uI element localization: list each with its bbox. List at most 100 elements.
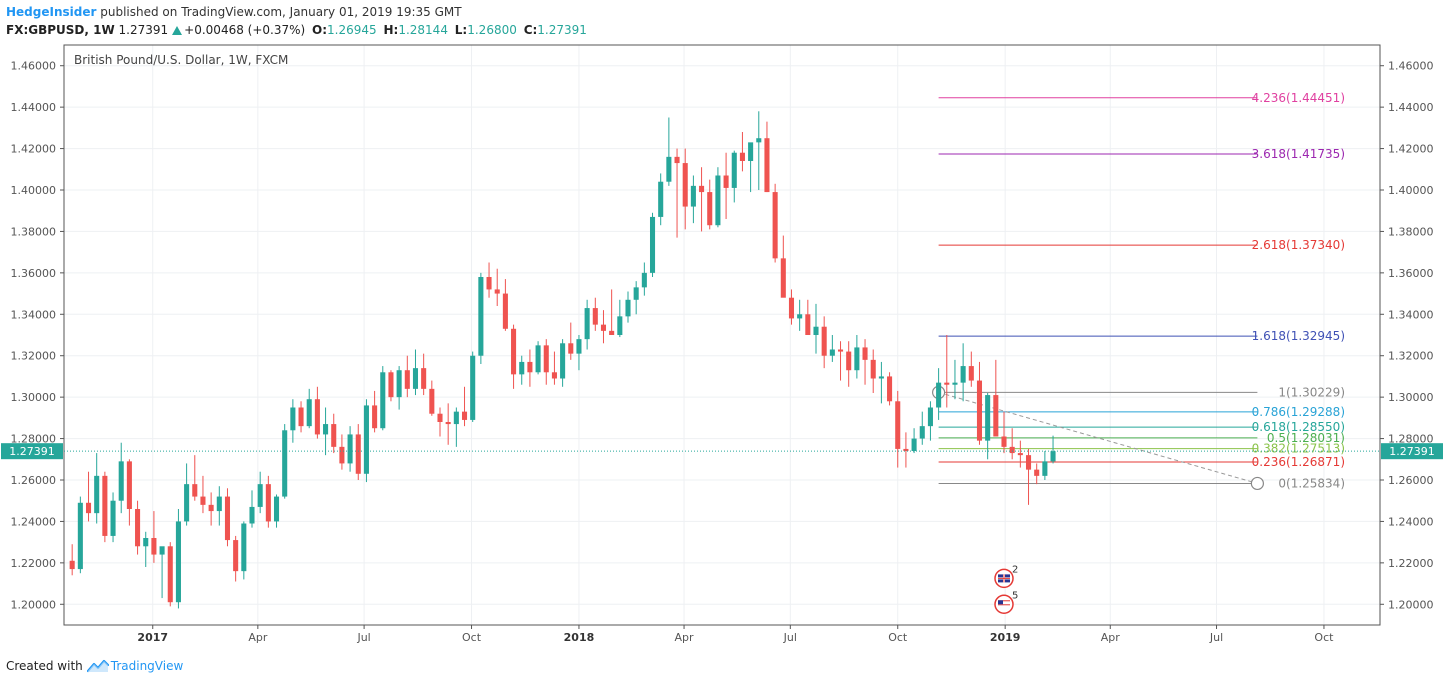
candle-body [813, 326, 819, 335]
candle-down [135, 500, 141, 555]
fib-level-label: 0.618(1.28550) [1252, 420, 1345, 434]
candle-down [192, 455, 198, 501]
candle-down [568, 322, 574, 360]
candle-down [764, 121, 770, 193]
candle-down [895, 390, 901, 468]
candle-body [911, 438, 917, 451]
candle-body [110, 500, 116, 536]
candle-down [846, 341, 852, 387]
candle-down [788, 289, 795, 325]
candle-down [772, 183, 778, 263]
candle-body [339, 446, 345, 464]
footer: Created with TradingView [6, 659, 183, 673]
candle-body [118, 461, 124, 501]
candle-down [404, 355, 410, 398]
gb-event-flag-icon[interactable]: 2 [994, 564, 1018, 589]
candle-up [143, 531, 149, 567]
open-label: O: [312, 23, 328, 37]
candle-down [821, 316, 827, 369]
candle-up [813, 303, 819, 354]
candle-up [985, 393, 991, 460]
us-flag-stripe [998, 602, 1010, 604]
current-price-tag-right [1381, 443, 1443, 460]
candle-body [216, 496, 222, 512]
tradingview-brand[interactable]: TradingView [110, 659, 184, 673]
candle-up [576, 335, 582, 371]
candle-body [927, 407, 933, 427]
candle-up [519, 355, 525, 385]
candle-body [135, 509, 141, 547]
fib-level-label: 4.236(1.44451) [1252, 91, 1345, 105]
candle-body [461, 411, 468, 420]
y-tick-label-right: 1.42000 [1388, 143, 1434, 156]
candle-down [600, 310, 607, 344]
candle-body [600, 324, 607, 331]
fib-trend-line [938, 391, 1258, 484]
candle-body [159, 546, 165, 555]
candle-up [478, 272, 484, 364]
candle-down [502, 279, 508, 331]
candle-up [282, 424, 288, 499]
candle-up [249, 490, 255, 528]
candle-down [682, 148, 688, 230]
candle-up [184, 463, 190, 526]
candle-up [690, 175, 696, 224]
candle-body [993, 395, 999, 437]
candle-up [878, 361, 884, 404]
y-tick-label-right: 1.40000 [1388, 184, 1434, 197]
us-event-flag-icon[interactable]: 5 [994, 590, 1018, 615]
y-tick-label-left: 1.36000 [11, 267, 57, 280]
y-tick-label-left: 1.26000 [11, 474, 57, 487]
candle-body [429, 388, 435, 414]
candle-up [584, 299, 590, 350]
candle-body [551, 372, 557, 379]
candle-up [77, 496, 83, 574]
x-tick-label: 2018 [564, 631, 595, 644]
publisher-line: HedgeInsider published on TradingView.co… [6, 5, 462, 19]
candle-body [821, 326, 827, 356]
high-label: H: [383, 23, 399, 37]
candle-body [486, 277, 492, 290]
candle-body [478, 277, 484, 356]
candle-body [617, 316, 623, 335]
x-tick-label: Oct [1314, 631, 1334, 644]
candle-body [143, 538, 149, 547]
candle-body [241, 523, 247, 572]
candle-body [862, 347, 868, 360]
candle-body [273, 496, 280, 522]
candle-body [788, 297, 795, 319]
candle-up [94, 453, 100, 524]
up-arrow-icon [172, 26, 183, 35]
candle-body [870, 359, 876, 379]
candle-body [1042, 461, 1048, 476]
candle-body [649, 216, 656, 273]
y-tick-label-right: 1.32000 [1388, 350, 1434, 363]
candle-body [527, 361, 533, 373]
fib-level-label: 0.382(1.27513) [1252, 442, 1345, 456]
candle-body [167, 546, 173, 603]
current-price-label-right: 1.27391 [1389, 445, 1435, 458]
x-tick-label: Jul [783, 631, 797, 644]
candle-down [126, 459, 132, 526]
y-tick-label-left: 1.44000 [11, 101, 57, 114]
y-tick-label-right: 1.34000 [1388, 308, 1434, 321]
candle-body [1009, 446, 1015, 454]
candle-body [699, 185, 705, 193]
y-tick-label-right: 1.26000 [1388, 474, 1434, 487]
candle-body [641, 272, 647, 288]
candle-down [151, 511, 157, 563]
y-tick-label-right: 1.30000 [1388, 391, 1434, 404]
candle-down [200, 475, 206, 514]
candle-body [690, 185, 696, 207]
candle-down [339, 434, 345, 470]
candle-up [715, 167, 721, 228]
candle-body [633, 287, 639, 300]
candle-down [699, 167, 705, 232]
publisher-name[interactable]: HedgeInsider [6, 5, 97, 19]
candle-body [568, 343, 574, 354]
last-price: 1.27391 [118, 23, 169, 37]
candle-down [511, 324, 517, 389]
candle-up [731, 150, 737, 203]
candle-body [780, 258, 786, 298]
